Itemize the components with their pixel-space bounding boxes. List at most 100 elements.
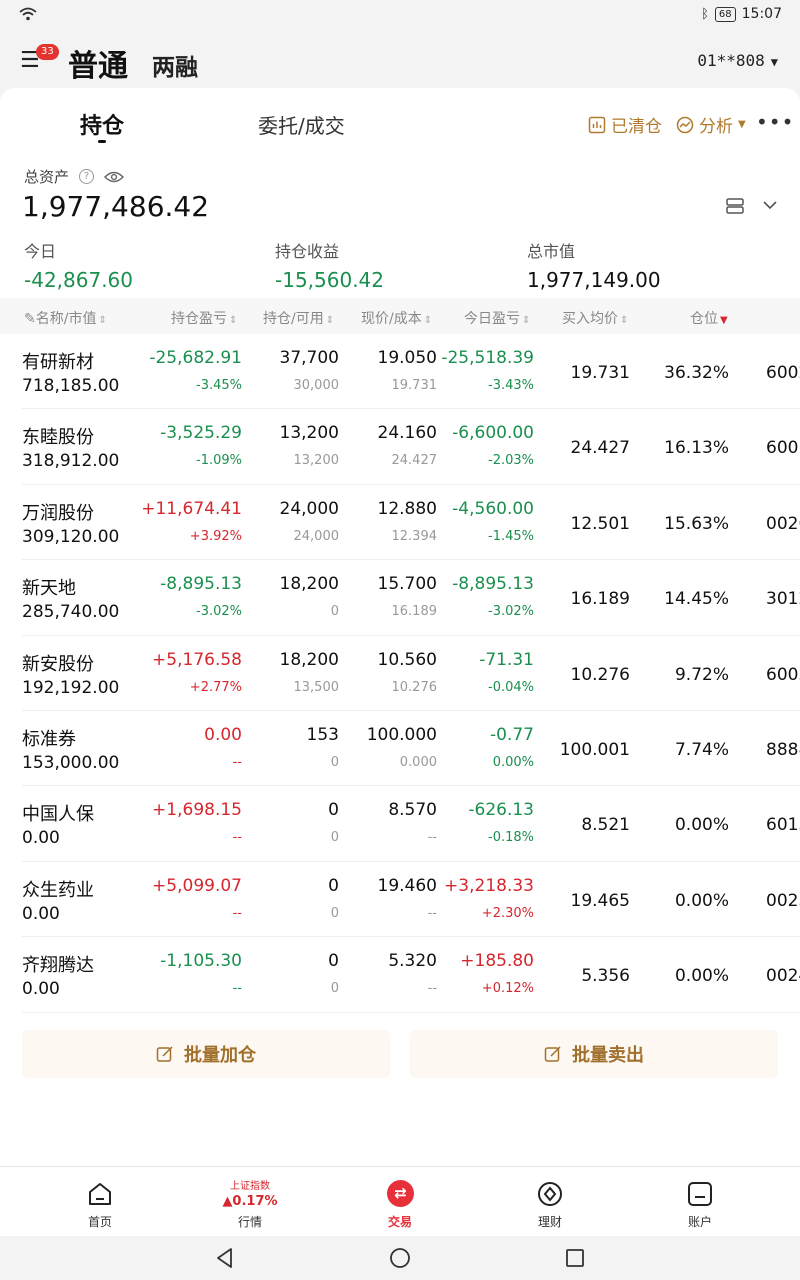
table-row[interactable]: 万润股份 309,120.00 +11,674.41 +3.92% 24,000 24,0… [22, 485, 800, 561]
help-icon[interactable]: ? [79, 169, 95, 184]
index-change: ▲0.17% [222, 1194, 278, 1209]
stock-name: 标准券 [22, 728, 76, 750]
index-name: 上证指数 [230, 1181, 270, 1192]
table-row[interactable]: 新天地 285,740.00 -8,895.13 -3.02% 18,200 0 15.70… [22, 560, 800, 636]
position-qty: 13,200 [279, 423, 339, 444]
mode-normal-tab[interactable]: 普通 [68, 49, 128, 84]
cost-price: 12.394 [391, 528, 438, 544]
table-row[interactable]: 新安股份 192,192.00 +5,176.58 +2.77% 18,200 13,50… [22, 636, 800, 711]
sort-icon: ⇕ [325, 315, 335, 326]
position-ratio: 0.00% [674, 890, 729, 911]
today-pl: -626.13 [468, 800, 534, 821]
stock-name: 众生药业 [22, 879, 94, 901]
back-icon[interactable] [214, 1247, 236, 1269]
stock-name: 齐翔腾达 [22, 955, 94, 977]
table-row[interactable]: 标准券 153,000.00 0.00 -- 153 0 100.000 0.000 -0.77… [22, 711, 800, 787]
sort-icon: ⇕ [620, 315, 629, 326]
header-today[interactable]: 今日盈亏 ⇕ [464, 311, 531, 327]
avg-buy-price: 16.189 [570, 589, 630, 610]
stock-code: 6001 [766, 438, 800, 459]
nav-wealth[interactable]: 理财 [500, 1167, 600, 1237]
table-header: ✎名称/市值 ⇕ 持仓盈亏 ⇕ 持仓/可用 ⇕ 现价/成本 ⇕ 今日盈亏 ⇕ 买入均价 ⇕ … [0, 298, 800, 334]
current-price: 12.880 [377, 498, 437, 519]
today-pl-ratio: -1.45% [488, 528, 534, 544]
header-price[interactable]: 现价/成本 ⇕ [361, 311, 433, 327]
position-ratio: 0.00% [674, 966, 729, 987]
position-qty: 24,000 [279, 498, 339, 519]
avg-buy-price: 100.001 [559, 739, 630, 760]
today-pl: -4,560.00 [452, 498, 534, 519]
nav-market[interactable]: 上证指数 ▲0.17% 行情 [200, 1167, 300, 1237]
bluetooth-icon: ᛒ [701, 6, 709, 22]
position-qty: 18,200 [279, 649, 339, 670]
today-pnl-value: -42,867.60 [24, 268, 134, 292]
recents-icon[interactable] [564, 1247, 586, 1269]
batch-add-button[interactable]: 批量加仓 [22, 1030, 390, 1078]
chevron-down-icon[interactable] [762, 198, 778, 212]
table-row[interactable]: 齐翔腾达 0.00 -1,105.30 -- 0 0 5.320 -- +185.80 +0.12… [22, 937, 800, 1013]
header-pl[interactable]: 持仓盈亏 ⇕ [171, 311, 238, 327]
available-qty: 0 [330, 981, 339, 997]
more-icon[interactable]: ••• [756, 110, 795, 134]
stock-code: 0023 [766, 890, 800, 911]
current-price: 24.160 [377, 423, 437, 444]
table-row[interactable]: 东睦股份 318,912.00 -3,525.29 -1.09% 13,200 13,20… [22, 409, 800, 485]
avg-buy-price: 24.427 [570, 438, 630, 459]
position-pl: 0.00 [204, 724, 242, 745]
eye-icon[interactable] [104, 170, 125, 184]
cleared-label: 已清仓 [611, 117, 662, 137]
position-pl-ratio: -1.09% [196, 453, 242, 469]
position-pl-ratio: -- [232, 905, 242, 921]
stock-code: 0026 [766, 513, 800, 534]
caret-down-icon: ▼ [738, 119, 746, 130]
today-pl: -8,895.13 [452, 574, 534, 595]
mode-margin-tab[interactable]: 两融 [152, 55, 198, 81]
batch-sell-button[interactable]: 批量卖出 [410, 1030, 778, 1078]
today-pl: -71.31 [479, 649, 534, 670]
stock-code: 8888 [766, 739, 800, 760]
sort-desc-icon: ▼ [720, 315, 728, 326]
header-ratio[interactable]: 仓位 ▼ [690, 311, 728, 327]
today-pl: -6,600.00 [452, 423, 534, 444]
trend-icon [676, 116, 694, 133]
position-ratio: 36.32% [664, 363, 729, 383]
stock-code: 3012 [766, 589, 800, 610]
home-circle-icon[interactable] [389, 1247, 411, 1269]
stock-name: 有研新材 [22, 352, 94, 373]
cost-price: -- [427, 981, 437, 997]
layout-toggle-icon[interactable] [726, 198, 744, 214]
position-pl-ratio: -3.02% [196, 604, 242, 620]
market-value: 0.00 [22, 903, 60, 924]
avg-buy-price: 5.356 [581, 966, 630, 987]
table-row[interactable]: 有研新材 718,185.00 -25,682.91 -3.45% 37,700 30,0… [22, 334, 800, 410]
header-avg[interactable]: 买入均价 ⇕ [562, 311, 629, 327]
today-pl-ratio: -0.04% [488, 679, 534, 695]
avg-buy-price: 19.731 [570, 363, 630, 383]
cleared-positions-button[interactable]: 已清仓 [588, 112, 662, 137]
stock-code: 6013 [766, 815, 800, 836]
market-value: 153,000.00 [22, 752, 120, 773]
caret-down-icon: ▼ [770, 55, 778, 69]
header-name[interactable]: ✎名称/市值 ⇕ [24, 311, 107, 327]
table-row[interactable]: 众生药业 0.00 +5,099.07 -- 0 0 19.460 -- +3,218.33 +2… [22, 862, 800, 938]
current-price: 8.570 [388, 800, 437, 821]
tab-holdings[interactable]: 持仓 [80, 108, 124, 143]
account-selector[interactable]: 01**808 ▼ [697, 51, 778, 70]
market-value: 318,912.00 [22, 451, 120, 472]
position-pl-ratio: +2.77% [189, 679, 242, 695]
menu-button[interactable]: ☰ 33 [20, 44, 59, 74]
nav-home[interactable]: 首页 [50, 1167, 150, 1237]
nav-account[interactable]: 账户 [650, 1167, 750, 1237]
analysis-button[interactable]: 分析 ▼ [676, 112, 746, 137]
nav-trade[interactable]: ⇄ 交易 [350, 1167, 450, 1237]
tab-orders[interactable]: 委托/成交 [258, 114, 345, 138]
stock-name: 新安股份 [22, 653, 94, 675]
position-pl-ratio: -- [232, 754, 242, 770]
account-icon [688, 1182, 712, 1206]
table-row[interactable]: 中国人保 0.00 +1,698.15 -- 0 0 8.570 -- -626.13 -0.18… [22, 786, 800, 862]
avg-buy-price: 8.521 [581, 815, 630, 836]
home-icon [89, 1183, 111, 1205]
cost-price: -- [427, 905, 437, 921]
header-position[interactable]: 持仓/可用 ⇕ [263, 311, 335, 327]
avg-buy-price: 10.276 [570, 664, 630, 685]
